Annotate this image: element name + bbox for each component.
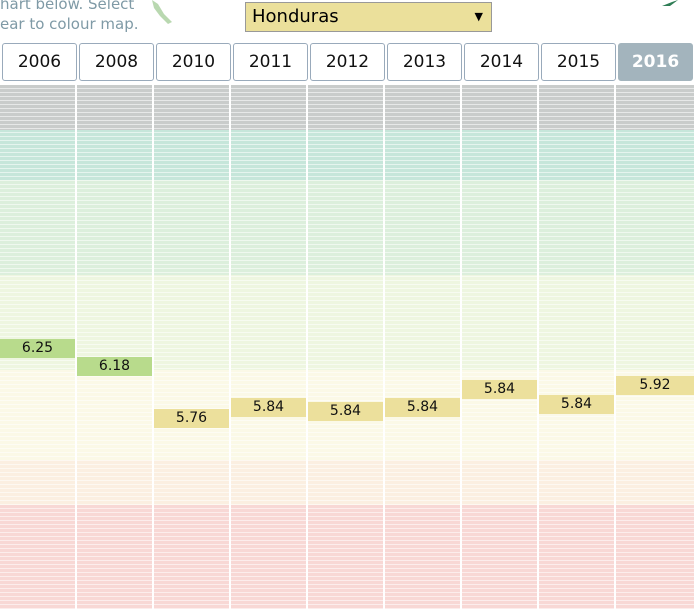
year-button[interactable]: 2013	[387, 43, 462, 81]
map-icon	[662, 0, 678, 6]
value-label: 5.84	[308, 402, 383, 421]
column: 5.76	[154, 85, 229, 609]
value-label: 5.84	[539, 395, 614, 414]
year-button[interactable]: 2015	[541, 43, 616, 81]
intro-line: hart below. Select	[0, 0, 135, 13]
map-icon	[152, 0, 172, 24]
column: 5.84	[385, 85, 460, 609]
year-buttons: 2006 2008 2010 2011 2012 2013 2014 2015 2016	[0, 43, 694, 81]
column: 5.84	[308, 85, 383, 609]
value-label: 5.84	[462, 380, 537, 399]
column: 6.25	[0, 85, 75, 609]
column: 5.84	[462, 85, 537, 609]
column: 5.84	[539, 85, 614, 609]
year-button[interactable]: 2014	[464, 43, 539, 81]
column: 5.92	[616, 85, 694, 609]
value-label: 6.18	[77, 357, 152, 376]
columns: 6.25 6.18 5.76 5.84 5.84 5.84 5.84 5.84 5.92	[0, 85, 694, 609]
value-label: 5.84	[231, 398, 306, 417]
year-button[interactable]: 2008	[79, 43, 154, 81]
column: 5.84	[231, 85, 306, 609]
value-label: 5.76	[154, 409, 229, 428]
country-select[interactable]: Honduras ▼	[245, 2, 492, 32]
value-label: 6.25	[0, 339, 75, 358]
value-label: 5.92	[616, 376, 694, 395]
column: 6.18	[77, 85, 152, 609]
arrow: ▼	[474, 10, 483, 23]
year-button[interactable]: 2012	[310, 43, 385, 81]
year-button[interactable]: 2016	[618, 43, 693, 81]
intro-line: ear to colour map.	[0, 15, 139, 33]
intro: hart below. Select ear to colour map.	[0, 0, 139, 34]
year-button[interactable]: 2006	[2, 43, 77, 81]
country: Honduras	[252, 6, 339, 27]
value-label: 5.84	[385, 398, 460, 417]
year-button[interactable]: 2010	[156, 43, 231, 81]
year-button[interactable]: 2011	[233, 43, 308, 81]
